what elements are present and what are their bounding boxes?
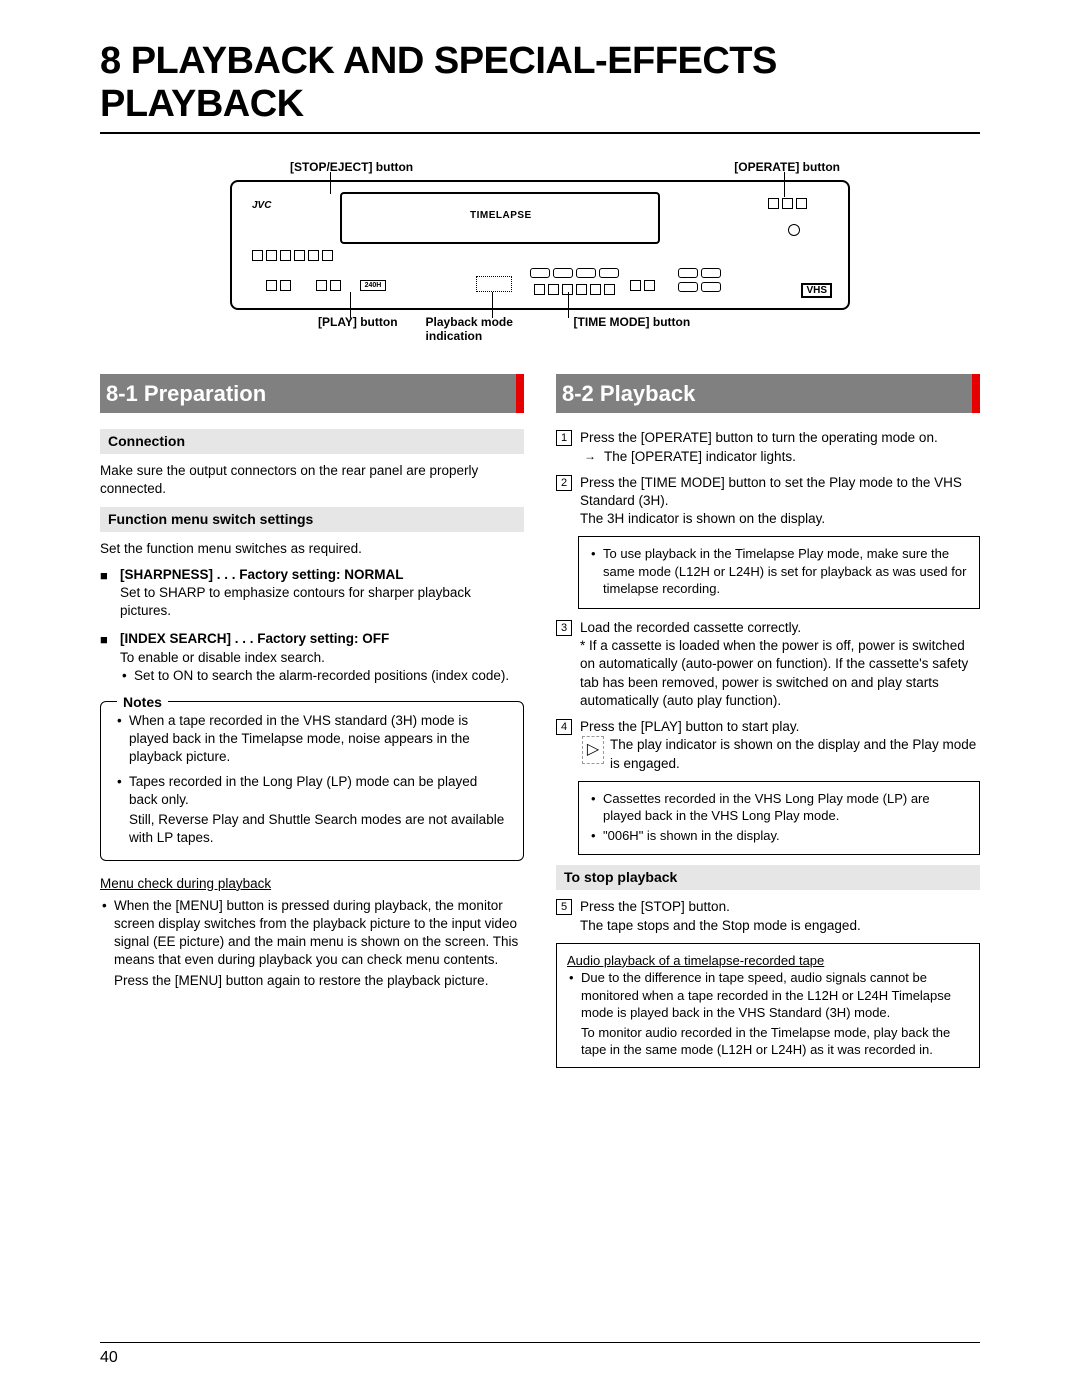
operate-led — [788, 224, 800, 236]
vhs-logo: VHS — [801, 283, 832, 298]
audio-title: Audio playback of a timelapse-recorded t… — [567, 952, 969, 970]
label-operate: [OPERATE] button — [734, 160, 840, 174]
left-column: 8-1 Preparation Connection Make sure the… — [100, 374, 524, 1078]
step-3: 3 Load the recorded cassette correctly. … — [556, 619, 980, 710]
step-4: 4 Press the [PLAY] button to start play.… — [556, 718, 980, 773]
step2-result: The 3H indicator is shown on the display… — [580, 510, 980, 528]
step-num-4: 4 — [556, 719, 572, 735]
menu-check-title: Menu check during playback — [100, 875, 524, 893]
sub-function-menu: Function menu switch settings — [100, 507, 524, 532]
timelapse-logo: TIMELAPSE — [470, 210, 532, 221]
index-title: [INDEX SEARCH] . . . Factory setting: OF… — [120, 630, 524, 648]
step1-result: The [OPERATE] indicator lights. — [580, 448, 980, 466]
step5-text: Press the [STOP] button. — [580, 898, 980, 916]
sharpness-body: Set to SHARP to emphasize contours for s… — [120, 584, 524, 620]
function-intro: Set the function menu switches as requir… — [100, 540, 524, 558]
right-column: 8-2 Playback 1 Press the [OPERATE] butto… — [556, 374, 980, 1078]
notes-box: Notes When a tape recorded in the VHS st… — [100, 701, 524, 861]
sub-connection: Connection — [100, 429, 524, 454]
step-num-1: 1 — [556, 430, 572, 446]
device-outline: JVC TIMELAPSE 240H — [230, 180, 850, 310]
chapter-number: 8 — [100, 40, 121, 82]
audio-playback-box: Audio playback of a timelapse-recorded t… — [556, 943, 980, 1068]
step5-result: The tape stops and the Stop mode is enga… — [580, 917, 980, 935]
play-icon: ▷ — [582, 736, 604, 764]
lp-note-a: Cassettes recorded in the VHS Long Play … — [589, 790, 969, 825]
page-footer: 40 — [100, 1342, 980, 1367]
page-number: 40 — [100, 1349, 118, 1366]
sharpness-setting: [SHARPNESS] . . . Factory setting: NORMA… — [100, 566, 524, 621]
step-num-5: 5 — [556, 899, 572, 915]
step3-text: Load the recorded cassette correctly. — [580, 619, 980, 637]
playback-mode-indicator — [476, 276, 512, 292]
device-diagram: [STOP/EJECT] button [OPERATE] button JVC… — [100, 160, 980, 344]
step1-text: Press the [OPERATE] button to turn the o… — [580, 429, 980, 447]
step-num-3: 3 — [556, 620, 572, 636]
timelapse-note: To use playback in the Timelapse Play mo… — [589, 545, 969, 598]
brand-logo: JVC — [252, 200, 271, 211]
lp-note-box: Cassettes recorded in the VHS Long Play … — [578, 781, 980, 856]
note-2b: Still, Reverse Play and Shuttle Search m… — [115, 811, 509, 847]
section-8-2-header: 8-2 Playback — [556, 374, 980, 414]
step-1: 1 Press the [OPERATE] button to turn the… — [556, 429, 980, 465]
section-8-1-header: 8-1 Preparation — [100, 374, 524, 414]
label-mode-indication: Playback mode indication — [426, 316, 546, 344]
menu-check-body2: Press the [MENU] button again to restore… — [100, 972, 524, 990]
note-2a: Tapes recorded in the Long Play (LP) mod… — [115, 773, 509, 809]
audio-body2: To monitor audio recorded in the Timelap… — [567, 1024, 969, 1059]
connection-body: Make sure the output connectors on the r… — [100, 462, 524, 498]
notes-title: Notes — [117, 693, 168, 712]
step4-text: Press the [PLAY] button to start play. — [580, 718, 980, 736]
index-search-setting: [INDEX SEARCH] . . . Factory setting: OF… — [100, 630, 524, 685]
step4-result: The play indicator is shown on the displ… — [610, 736, 980, 772]
chapter-title: 8 PLAYBACK AND SPECIAL-EFFECTS PLAYBACK — [100, 40, 980, 134]
sub-stop-playback: To stop playback — [556, 865, 980, 890]
menu-check-body1: When the [MENU] button is pressed during… — [100, 897, 524, 970]
chapter-title-text: PLAYBACK AND SPECIAL-EFFECTS PLAYBACK — [100, 40, 777, 125]
step-5: 5 Press the [STOP] button. The tape stop… — [556, 898, 980, 934]
label-play: [PLAY] button — [318, 316, 398, 344]
lp-note-b: "006H" is shown in the display. — [589, 827, 969, 845]
index-body1: To enable or disable index search. — [120, 649, 524, 667]
label-stop-eject: [STOP/EJECT] button — [290, 160, 413, 174]
display-240h: 240H — [360, 280, 386, 291]
timelapse-note-box: To use playback in the Timelapse Play mo… — [578, 536, 980, 609]
step3-note: * If a cassette is loaded when the power… — [580, 637, 980, 710]
label-time-mode: [TIME MODE] button — [574, 316, 691, 344]
step-2: 2 Press the [TIME MODE] button to set th… — [556, 474, 980, 529]
note-1: When a tape recorded in the VHS standard… — [115, 712, 509, 767]
audio-body1: Due to the difference in tape speed, aud… — [567, 969, 969, 1022]
step2-text: Press the [TIME MODE] button to set the … — [580, 474, 980, 510]
step-num-2: 2 — [556, 475, 572, 491]
index-body2: Set to ON to search the alarm-recorded p… — [120, 667, 524, 685]
sharpness-title: [SHARPNESS] . . . Factory setting: NORMA… — [120, 566, 524, 584]
